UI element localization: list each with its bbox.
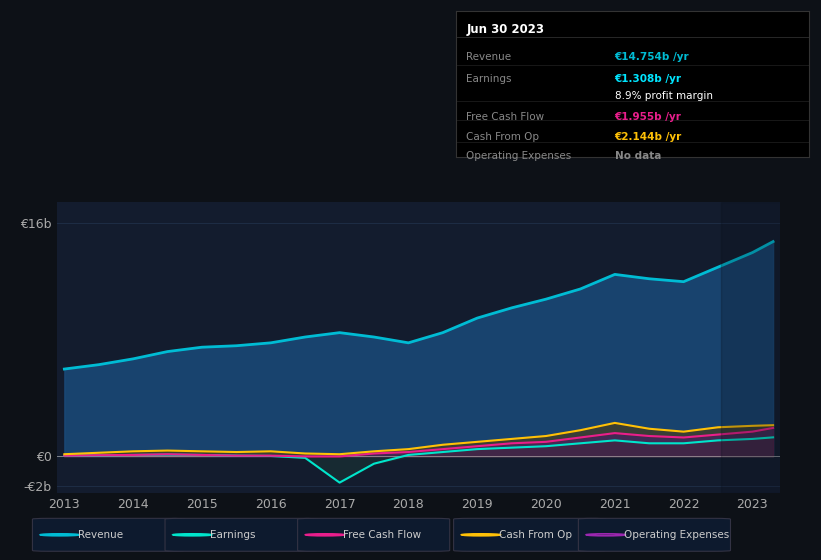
Text: No data: No data: [615, 151, 661, 161]
Circle shape: [40, 534, 79, 536]
Text: Cash From Op: Cash From Op: [466, 132, 539, 142]
Text: 8.9% profit margin: 8.9% profit margin: [615, 91, 713, 101]
Text: Operating Expenses: Operating Expenses: [624, 530, 729, 540]
Text: €14.754b /yr: €14.754b /yr: [615, 52, 689, 62]
Circle shape: [172, 534, 212, 536]
Text: €1.955b /yr: €1.955b /yr: [615, 111, 681, 122]
Circle shape: [461, 534, 500, 536]
Text: Operating Expenses: Operating Expenses: [466, 151, 571, 161]
FancyBboxPatch shape: [165, 519, 317, 551]
Circle shape: [305, 534, 344, 536]
Text: €1.308b /yr: €1.308b /yr: [615, 74, 681, 84]
Text: Free Cash Flow: Free Cash Flow: [466, 111, 544, 122]
Text: Jun 30 2023: Jun 30 2023: [466, 23, 544, 36]
Text: Earnings: Earnings: [466, 74, 511, 84]
Text: Earnings: Earnings: [210, 530, 256, 540]
Text: Free Cash Flow: Free Cash Flow: [343, 530, 421, 540]
Text: €2.144b /yr: €2.144b /yr: [615, 132, 681, 142]
FancyBboxPatch shape: [578, 519, 731, 551]
FancyBboxPatch shape: [297, 519, 450, 551]
Text: Revenue: Revenue: [78, 530, 123, 540]
Text: Revenue: Revenue: [466, 52, 511, 62]
Text: Cash From Op: Cash From Op: [499, 530, 572, 540]
Bar: [722, 202, 783, 493]
FancyBboxPatch shape: [453, 519, 606, 551]
FancyBboxPatch shape: [33, 519, 185, 551]
